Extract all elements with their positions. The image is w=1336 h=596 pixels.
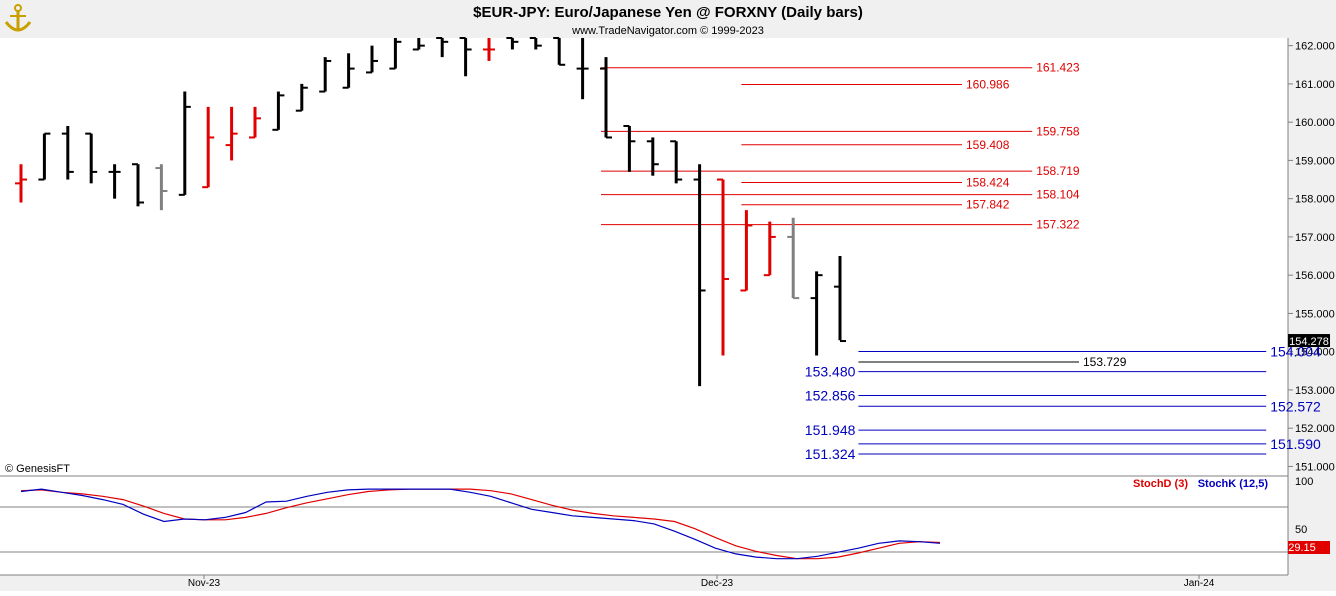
price-bar — [529, 37, 542, 50]
price-tick-label: 152.000 — [1295, 423, 1335, 435]
fib-upper-label: 157.322 — [1036, 218, 1080, 232]
price-bar — [436, 37, 449, 58]
price-bar — [646, 137, 659, 176]
price-bar — [717, 178, 729, 356]
price-tick-label: 153.000 — [1295, 385, 1335, 397]
price-bar — [272, 91, 285, 131]
price-tick-label: 159.000 — [1295, 155, 1335, 167]
price-bar — [623, 124, 636, 172]
fib-lower-label: 151.948 — [805, 422, 856, 438]
fib-upper-label: 157.842 — [966, 198, 1010, 212]
fib-lower-label: 151.590 — [1270, 436, 1321, 452]
time-tick-label: Dec-23 — [701, 578, 734, 589]
header-bar — [0, 0, 1336, 38]
fib-upper-label: 158.424 — [966, 175, 1010, 189]
fib-lower-label: 154.004 — [1270, 344, 1321, 360]
price-bar — [670, 140, 683, 184]
price-bar — [810, 271, 823, 356]
stoch-value-tag — [1288, 541, 1330, 554]
price-tick-label: 160.000 — [1295, 117, 1335, 129]
fib-upper-label: 160.986 — [966, 77, 1010, 91]
price-bar — [38, 132, 51, 181]
fib-lower-label: 153.729 — [1083, 355, 1127, 369]
price-bar — [132, 163, 144, 207]
time-axis-panel[interactable] — [0, 575, 1336, 591]
price-tick-label: 154.000 — [1295, 347, 1335, 359]
price-tick-label: 155.000 — [1295, 308, 1335, 320]
price-axis-panel[interactable] — [1288, 38, 1336, 591]
price-tick-label: 161.000 — [1295, 79, 1335, 91]
stochk-line — [20, 488, 941, 560]
fib-upper-label: 159.758 — [1036, 124, 1080, 138]
price-bar — [834, 256, 846, 343]
price-bar — [483, 38, 495, 61]
price-bar — [342, 53, 355, 89]
price-tick-label: 151.000 — [1295, 461, 1335, 473]
price-bar — [787, 217, 800, 300]
fib-lower-label: 153.480 — [805, 364, 856, 380]
price-bar — [61, 125, 74, 180]
price-bar — [576, 38, 589, 100]
price-bar — [506, 37, 519, 50]
anchor-icon — [4, 4, 32, 32]
fib-lower-label: 152.572 — [1270, 398, 1321, 414]
fib-upper-label: 161.423 — [1036, 61, 1080, 75]
price-tick-label: 162.000 — [1295, 41, 1335, 53]
price-bar — [202, 106, 215, 189]
price-tick-label: 156.000 — [1295, 270, 1335, 282]
price-bar — [178, 91, 191, 196]
stoch-panel: StochD (3) StochK (12,5) 100 50 29.15 — [0, 476, 1330, 560]
price-bar — [366, 45, 378, 74]
price-tick-label: 158.000 — [1295, 194, 1335, 206]
fib-upper-label: 158.104 — [1036, 188, 1080, 202]
price-bar — [319, 57, 332, 93]
price-bar — [85, 132, 98, 184]
price-bar — [412, 38, 425, 51]
time-axis-ticks: Nov-23 Dec-23 Jan-24 — [188, 575, 1215, 589]
chart-title: $EUR-JPY: Euro/Japanese Yen @ FORXNY (Da… — [473, 4, 863, 21]
price-bar — [225, 106, 238, 161]
fib-upper-label: 159.408 — [966, 138, 1010, 152]
fib-lower-label: 152.856 — [805, 387, 856, 403]
fib-lower-label: 151.324 — [805, 446, 856, 462]
price-tick-label: 157.000 — [1295, 232, 1335, 244]
price-bar — [459, 37, 472, 77]
fib-upper-label: 158.719 — [1036, 164, 1080, 178]
current-price-tag: 154.278 — [1288, 334, 1330, 348]
price-bars — [15, 37, 846, 387]
fib-levels: 161.423 160.986 159.758 159.408 158.719 158.4… — [601, 61, 1321, 462]
time-tick-label: Nov-23 — [188, 578, 221, 589]
time-tick-label: Jan-24 — [1184, 578, 1215, 589]
chart-subtitle: www.TradeNavigator.com © 1999-2023 — [571, 25, 764, 37]
legend-stochk: StochK (12,5) — [1198, 478, 1269, 490]
price-bar — [553, 37, 566, 66]
stoch-value-label: 29.15 — [1288, 542, 1316, 554]
legend-stochd: StochD (3) — [1133, 478, 1188, 490]
watermark: © GenesisFT — [5, 463, 70, 475]
price-bar — [295, 83, 308, 112]
price-bar — [108, 164, 121, 199]
current-price-label: 154.278 — [1289, 336, 1329, 348]
price-bar — [155, 164, 168, 211]
price-bar — [740, 210, 753, 292]
price-bar — [15, 164, 27, 203]
price-axis-ticks: 162.000 161.000 160.000 159.000 158.000 157.0… — [1288, 41, 1335, 473]
stoch-tick-100: 100 — [1295, 476, 1313, 488]
price-bar — [249, 106, 261, 139]
price-bar — [389, 38, 402, 70]
stochd-line — [20, 488, 941, 560]
price-bar — [763, 221, 776, 277]
price-bar — [693, 164, 706, 387]
price-bar — [600, 57, 612, 139]
stoch-tick-50: 50 — [1295, 524, 1307, 536]
